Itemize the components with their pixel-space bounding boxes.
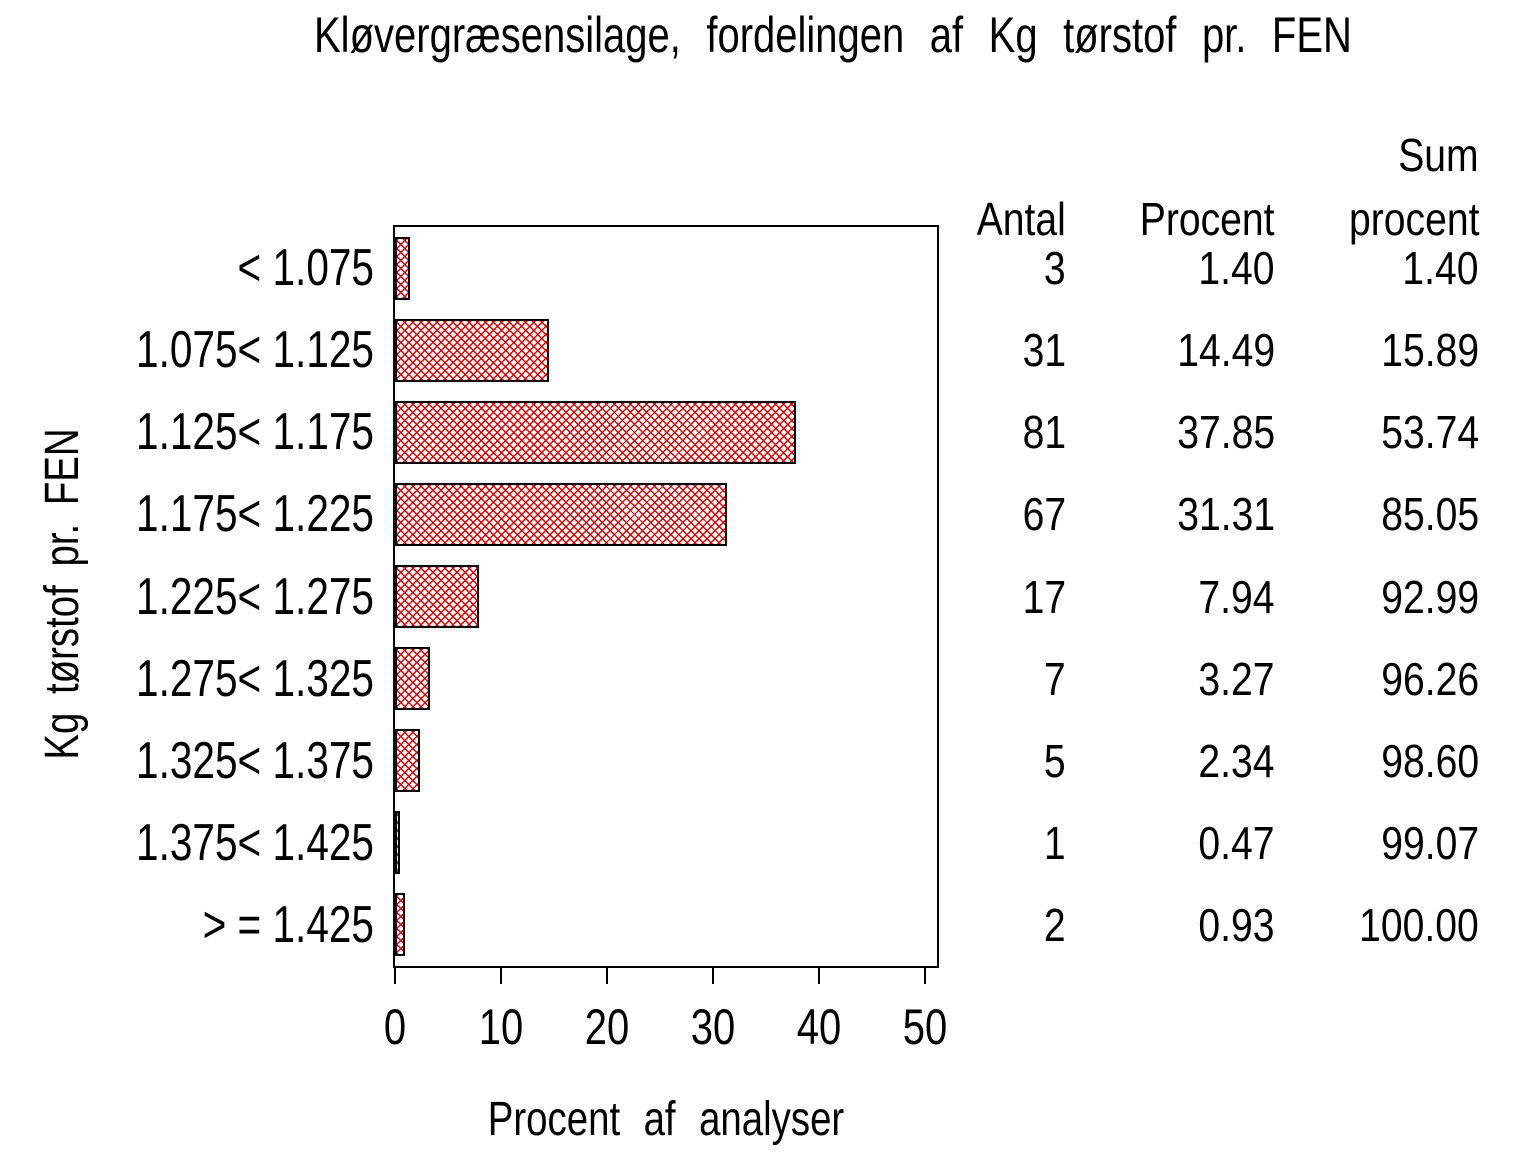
- category-label-3: 1.175< 1.225: [136, 485, 374, 544]
- bar-6: [395, 729, 420, 793]
- table-header-sum-line1: Sum: [1398, 129, 1479, 181]
- cell-antal-4: 17: [1022, 570, 1066, 623]
- cell-procent-1: 14.49: [1177, 324, 1275, 377]
- cell-sum-5: 96.26: [1381, 652, 1479, 705]
- cell-sum-7: 99.07: [1381, 816, 1479, 869]
- table-header-sum-line2: procent: [1348, 193, 1479, 245]
- x-tick-label-50: 50: [902, 999, 948, 1055]
- x-tick-label-10: 10: [478, 999, 524, 1055]
- plot-area: [393, 225, 939, 968]
- cell-antal-3: 67: [1022, 488, 1066, 541]
- cell-antal-6: 5: [1044, 734, 1066, 787]
- cell-procent-6: 2.34: [1198, 734, 1275, 787]
- bar-0: [395, 236, 410, 300]
- cell-sum-3: 85.05: [1381, 488, 1479, 541]
- bar-8: [395, 893, 405, 957]
- chart-title: Kløvergræsensilage, fordelingen af Kg tø…: [314, 7, 1352, 63]
- cell-procent-4: 7.94: [1198, 570, 1275, 623]
- x-tick-label-40: 40: [796, 999, 842, 1055]
- cell-procent-3: 31.31: [1177, 488, 1275, 541]
- cell-antal-7: 1: [1044, 816, 1066, 869]
- category-label-0: < 1.075: [237, 239, 374, 298]
- bar-1: [395, 318, 549, 382]
- cell-procent-2: 37.85: [1177, 406, 1275, 459]
- x-tick-label-20: 20: [584, 999, 630, 1055]
- cell-antal-5: 7: [1044, 652, 1066, 705]
- cell-sum-1: 15.89: [1381, 324, 1479, 377]
- cell-sum-2: 53.74: [1381, 406, 1479, 459]
- cell-procent-0: 1.40: [1198, 242, 1275, 295]
- cell-antal-1: 31: [1022, 324, 1066, 377]
- cell-sum-4: 92.99: [1381, 570, 1479, 623]
- bar-5: [395, 647, 430, 711]
- cell-sum-0: 1.40: [1402, 242, 1479, 295]
- cell-sum-6: 98.60: [1381, 734, 1479, 787]
- bar-3: [395, 482, 727, 546]
- x-axis-title: Procent af analyser: [487, 1093, 845, 1146]
- x-tick-50: [924, 968, 926, 984]
- x-tick-10: [500, 968, 502, 984]
- x-tick-0: [394, 968, 396, 984]
- bar-7: [395, 811, 400, 875]
- category-label-8: > = 1.425: [202, 895, 374, 954]
- category-label-7: 1.375< 1.425: [136, 813, 374, 872]
- category-label-6: 1.325< 1.375: [136, 731, 374, 790]
- cell-procent-5: 3.27: [1198, 652, 1275, 705]
- cell-antal-8: 2: [1044, 898, 1066, 951]
- cell-antal-2: 81: [1022, 406, 1066, 459]
- cell-procent-8: 0.93: [1198, 898, 1275, 951]
- cell-sum-8: 100.00: [1359, 898, 1479, 951]
- x-tick-20: [606, 968, 608, 984]
- x-tick-label-30: 30: [690, 999, 736, 1055]
- x-tick-40: [818, 968, 820, 984]
- category-label-2: 1.125< 1.175: [136, 403, 374, 462]
- cell-antal-0: 3: [1044, 242, 1066, 295]
- category-label-4: 1.225< 1.275: [136, 567, 374, 626]
- x-tick-30: [712, 968, 714, 984]
- category-label-5: 1.275< 1.325: [136, 649, 374, 708]
- cell-procent-7: 0.47: [1198, 816, 1275, 869]
- table-header-antal: Antal: [976, 193, 1066, 245]
- table-header-procent: Procent: [1140, 193, 1275, 245]
- category-label-1: 1.075< 1.125: [136, 321, 374, 380]
- x-tick-label-0: 0: [383, 999, 407, 1055]
- bar-4: [395, 565, 480, 628]
- bar-2: [395, 400, 797, 464]
